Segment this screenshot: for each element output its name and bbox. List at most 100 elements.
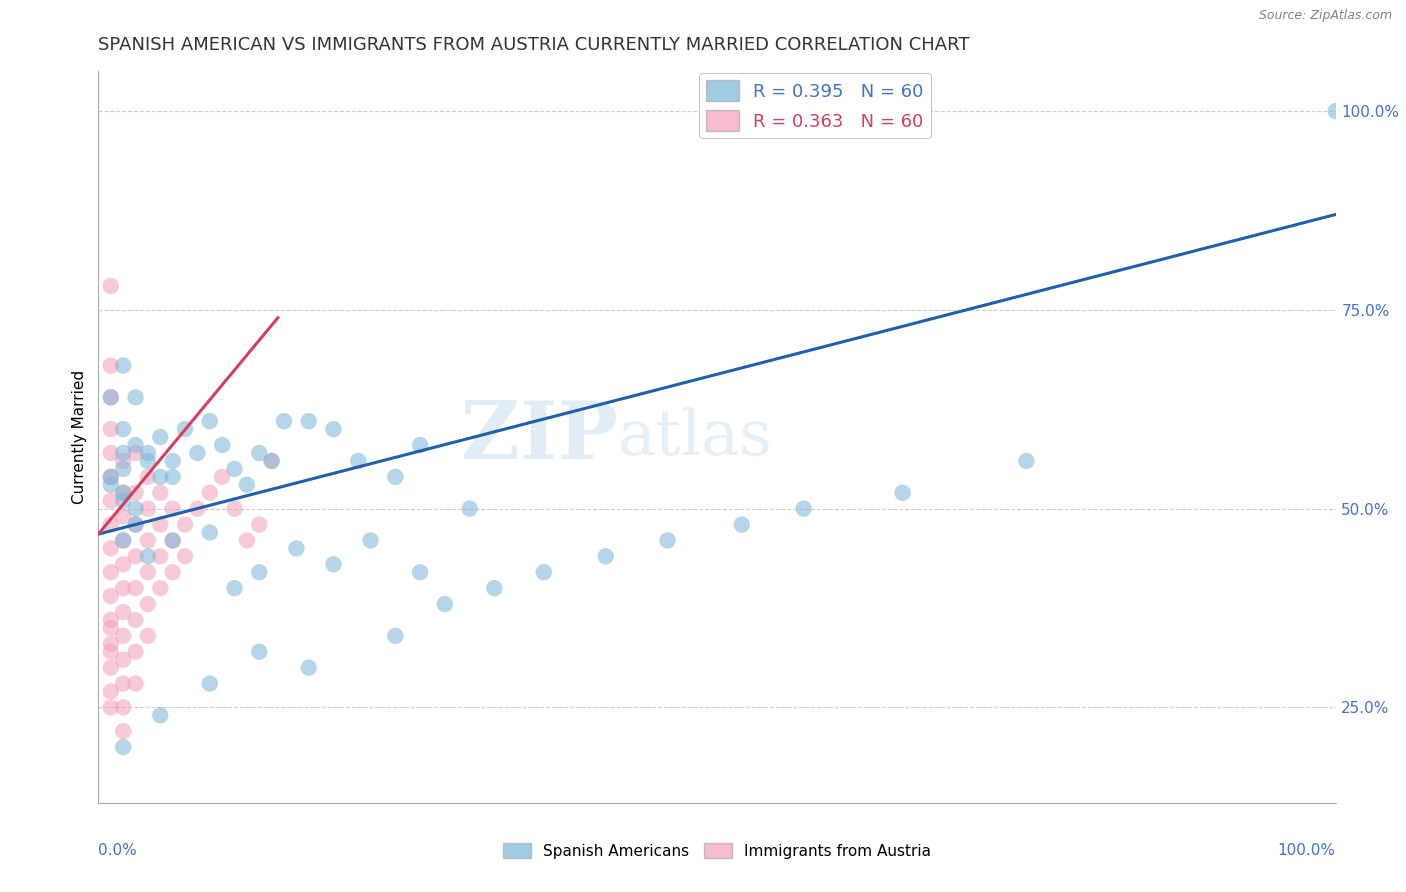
Point: [112, 454, 135, 468]
Point: [112, 359, 135, 373]
Y-axis label: Currently Married: Currently Married: [72, 370, 87, 504]
Point: [247, 517, 270, 532]
Point: [112, 724, 135, 739]
Point: [100, 517, 122, 532]
Point: [384, 470, 406, 484]
Point: [162, 533, 184, 548]
Point: [100, 613, 122, 627]
Point: [124, 613, 146, 627]
Point: [236, 533, 259, 548]
Point: [112, 533, 135, 548]
Point: [731, 517, 754, 532]
Point: [458, 501, 481, 516]
Text: SPANISH AMERICAN VS IMMIGRANTS FROM AUSTRIA CURRENTLY MARRIED CORRELATION CHART: SPANISH AMERICAN VS IMMIGRANTS FROM AUST…: [98, 36, 970, 54]
Point: [174, 549, 197, 564]
Point: [100, 621, 122, 635]
Point: [657, 533, 679, 548]
Point: [247, 566, 270, 580]
Point: [112, 485, 135, 500]
Point: [360, 533, 382, 548]
Point: [162, 533, 184, 548]
Point: [347, 454, 370, 468]
Point: [124, 581, 146, 595]
Point: [298, 660, 321, 674]
Point: [112, 533, 135, 548]
Point: [136, 566, 159, 580]
Point: [124, 676, 146, 690]
Legend: Spanish Americans, Immigrants from Austria: Spanish Americans, Immigrants from Austr…: [498, 837, 936, 864]
Point: [100, 446, 122, 460]
Point: [198, 414, 221, 428]
Point: [124, 517, 146, 532]
Point: [247, 446, 270, 460]
Point: [100, 470, 122, 484]
Point: [198, 525, 221, 540]
Point: [112, 676, 135, 690]
Point: [112, 558, 135, 572]
Point: [100, 477, 122, 491]
Point: [595, 549, 617, 564]
Point: [100, 589, 122, 603]
Point: [136, 446, 159, 460]
Point: [100, 422, 122, 436]
Point: [149, 470, 172, 484]
Point: [112, 446, 135, 460]
Point: [100, 493, 122, 508]
Point: [149, 581, 172, 595]
Point: [124, 549, 146, 564]
Point: [112, 493, 135, 508]
Point: [100, 470, 122, 484]
Point: [112, 485, 135, 500]
Point: [124, 390, 146, 404]
Point: [100, 684, 122, 698]
Point: [124, 438, 146, 452]
Text: 0.0%: 0.0%: [98, 843, 138, 858]
Point: [136, 470, 159, 484]
Point: [162, 566, 184, 580]
Point: [112, 700, 135, 714]
Point: [124, 446, 146, 460]
Point: [149, 517, 172, 532]
Point: [136, 629, 159, 643]
Point: [793, 501, 815, 516]
Point: [124, 517, 146, 532]
Point: [136, 454, 159, 468]
Point: [298, 414, 321, 428]
Point: [186, 446, 208, 460]
Point: [322, 558, 344, 572]
Point: [211, 438, 233, 452]
Point: [100, 359, 122, 373]
Point: [260, 454, 283, 468]
Point: [136, 549, 159, 564]
Point: [136, 597, 159, 611]
Point: [322, 422, 344, 436]
Point: [285, 541, 308, 556]
Text: 100.0%: 100.0%: [1278, 843, 1336, 858]
Point: [124, 645, 146, 659]
Point: [100, 390, 122, 404]
Point: [112, 509, 135, 524]
Point: [136, 533, 159, 548]
Point: [186, 501, 208, 516]
Point: [162, 470, 184, 484]
Text: atlas: atlas: [619, 407, 773, 467]
Point: [100, 541, 122, 556]
Point: [149, 708, 172, 723]
Point: [174, 517, 197, 532]
Point: [273, 414, 295, 428]
Point: [112, 605, 135, 619]
Point: [124, 501, 146, 516]
Point: [409, 566, 432, 580]
Point: [484, 581, 506, 595]
Point: [224, 462, 246, 476]
Point: [1324, 104, 1347, 119]
Point: [100, 279, 122, 293]
Point: [224, 581, 246, 595]
Point: [100, 645, 122, 659]
Point: [149, 430, 172, 444]
Point: [112, 462, 135, 476]
Point: [124, 485, 146, 500]
Point: [198, 485, 221, 500]
Point: [112, 629, 135, 643]
Point: [112, 581, 135, 595]
